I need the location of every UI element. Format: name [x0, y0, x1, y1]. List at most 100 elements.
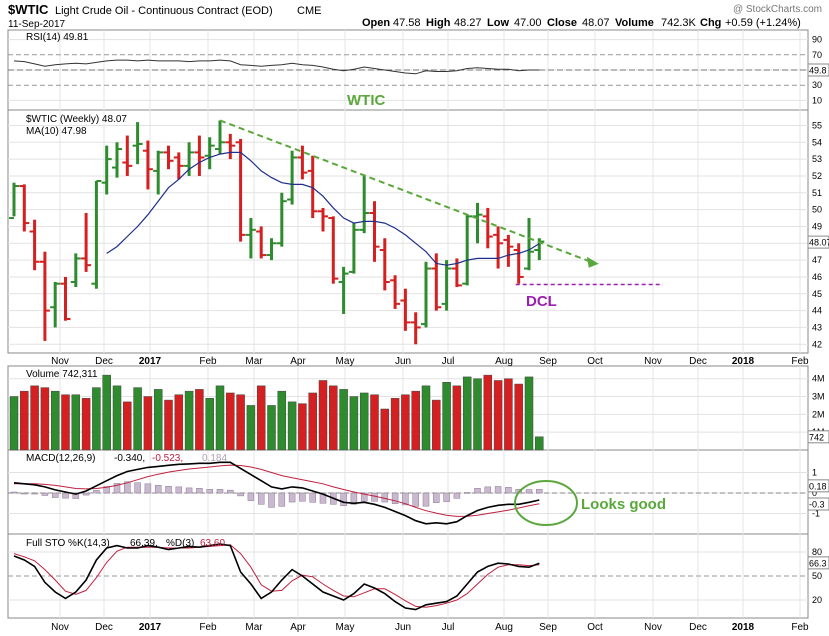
volume-bar-28	[298, 403, 307, 451]
volume-value: 742.3K	[661, 17, 697, 29]
price-bar-42	[441, 260, 452, 311]
volume-bar-2	[30, 385, 39, 451]
macd-hist-bar-41	[433, 492, 440, 503]
price-bar-5	[60, 276, 71, 321]
macd-hist-bar-45	[474, 488, 481, 494]
volume-bar-26	[277, 390, 287, 451]
sto-tick-0: 20	[812, 595, 822, 605]
annotation-wtic: WTIC	[347, 92, 385, 109]
price-tick-8: 50	[812, 205, 822, 215]
macd-hist-bar-6	[72, 492, 80, 499]
price-bar-43	[451, 258, 462, 288]
header-date: 11-Sep-2017	[8, 19, 66, 30]
x-tick-label-mid-14: 2018	[732, 356, 755, 367]
macd-hist-bar-2	[31, 492, 38, 495]
price-bar-range-32	[342, 266, 346, 314]
x-tick-label-mid-7: Jun	[395, 356, 411, 367]
price-bar-6	[70, 253, 81, 288]
price-bar-25	[266, 238, 277, 261]
volume-bar-21	[226, 392, 235, 451]
macd-hist-bar-32	[340, 492, 347, 506]
volume-bar-18	[195, 389, 204, 451]
volume-bar-10	[112, 385, 122, 451]
macd-hist-bar-19	[206, 489, 213, 494]
price-bar-12	[132, 122, 143, 165]
macd-hist-bar-1	[21, 492, 28, 495]
macd-hist-bar-33	[350, 492, 358, 505]
price-bar-range-31	[331, 216, 335, 284]
volume-bar-20	[215, 385, 225, 451]
x-tick-label-mid-1: Dec	[95, 356, 113, 367]
macd-hist-bar-8	[93, 490, 100, 494]
price-bar-range-37	[393, 275, 397, 309]
volume-bar-15	[164, 399, 173, 451]
price-bar-23	[245, 218, 256, 259]
price-bar-range-7	[84, 212, 88, 272]
volume-bar-47	[493, 380, 503, 451]
volume-tick-2: 3M	[812, 392, 825, 402]
sto-tick-1: 50	[812, 571, 822, 581]
sto-legend-k: 66.39,	[130, 538, 158, 549]
price-bar-range-36	[383, 238, 387, 291]
x-tick-label-mid-10: Sep	[539, 356, 557, 367]
x-tick-label-bottom-11: Oct	[587, 622, 603, 633]
volume-bar-27	[287, 401, 297, 451]
price-legend: $WTIC (Weekly) 48.07	[26, 114, 127, 125]
sto-legend-d-prefix: %D(3)	[166, 538, 194, 549]
annotation-dcl: DCL	[526, 293, 557, 310]
price-bar-36	[379, 238, 390, 291]
macd-hist-bar-30	[319, 492, 327, 504]
header-exchange: CME	[297, 5, 321, 17]
price-bar-range-41	[434, 253, 438, 311]
price-bar-20	[215, 120, 225, 155]
macd-hist-bar-48	[505, 487, 512, 494]
open-value: 47.58	[393, 17, 421, 29]
macd-line	[13, 461, 540, 525]
volume-bar-44	[462, 376, 472, 451]
volume-bar-36	[380, 408, 390, 451]
volume-legend: Volume 742,311	[26, 369, 98, 380]
price-tick-4: 46	[812, 272, 822, 282]
volume-tick-3: 4M	[812, 374, 825, 384]
price-bar-range-49	[517, 243, 521, 284]
price-bar-range-9	[105, 145, 109, 195]
sto-last-tag-bg	[807, 556, 829, 570]
rsi-line	[13, 59, 540, 75]
volume-label: Volume	[615, 17, 654, 29]
chg-value: +0.59 (+1.24%)	[725, 17, 801, 29]
rsi-tick-3: 70	[812, 50, 822, 60]
price-bar-range-25	[270, 238, 273, 261]
macd-hist-bar-10	[113, 483, 121, 494]
price-bar-26	[276, 192, 287, 247]
price-bar-range-13	[146, 140, 150, 190]
macd-hist-bar-5	[62, 492, 69, 499]
price-bar-range-22	[239, 138, 243, 242]
rsi-last-tag-bg	[807, 63, 829, 77]
x-tick-label-bottom-9: Aug	[495, 622, 513, 633]
x-tick-label-bottom-13: Dec	[689, 622, 707, 633]
volume-bar-22	[236, 394, 245, 451]
price-bar-range-8	[94, 181, 98, 289]
sto-d-line	[13, 544, 540, 608]
macd-hist-bar-3	[41, 492, 49, 496]
price-bar-27	[287, 150, 298, 205]
price-bar-range-35	[373, 201, 376, 262]
price-bar-range-20	[218, 120, 222, 155]
price-tick-13: 55	[812, 120, 822, 130]
x-tick-label-bottom-12: Nov	[644, 622, 662, 633]
price-bar-3	[39, 251, 50, 341]
volume-bar-23	[246, 405, 256, 451]
price-bar-34	[359, 175, 370, 234]
sto-k-line	[13, 543, 540, 611]
price-bar-33	[348, 223, 359, 274]
price-bar-21	[225, 133, 236, 160]
volume-bar-0	[9, 396, 19, 451]
price-tick-12: 54	[812, 137, 822, 147]
price-bar-7	[81, 212, 92, 272]
x-tick-label-mid-5: Apr	[290, 356, 306, 367]
price-bar-0	[9, 182, 19, 220]
price-bar-48	[503, 234, 514, 267]
x-tick-label-mid-12: Nov	[644, 356, 662, 367]
macd-hist-bar-39	[412, 492, 419, 507]
price-bar-49	[513, 243, 524, 284]
